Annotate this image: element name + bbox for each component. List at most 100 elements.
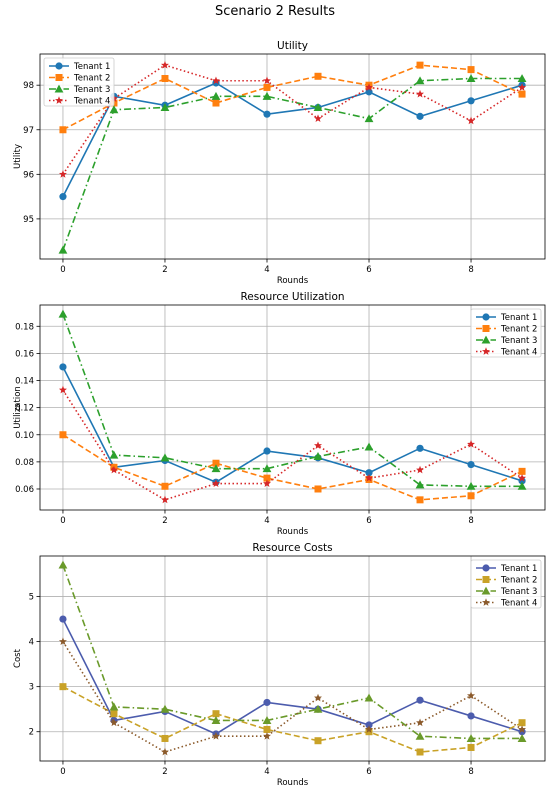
y-axis-label: Utility: [13, 144, 23, 169]
data-point: [467, 712, 475, 720]
data-point: [365, 83, 374, 91]
x-tick-label: 8: [468, 265, 473, 275]
data-point: [109, 450, 119, 459]
panel-3: Resource Costs 0 2 4 6 8 2 3 4 5 Rounds Cost Tenant …: [13, 542, 546, 788]
data-point: [518, 90, 526, 98]
data-point: [211, 716, 221, 724]
series-line: [62, 434, 523, 501]
series-line: [62, 82, 523, 197]
data-point: [364, 442, 374, 451]
x-axis-label: Rounds: [277, 778, 309, 788]
data-point: [212, 459, 220, 467]
series-3: [58, 309, 527, 490]
series-line: [62, 618, 523, 735]
data-point: [59, 683, 67, 691]
panels: Utility 0 2 4 6 8 95 96 97 98 Rounds Utility Tenant …: [13, 40, 546, 788]
legend-box: [470, 559, 542, 609]
data-point: [365, 469, 373, 477]
y-tick-label: 2: [29, 728, 34, 738]
data-point: [110, 710, 118, 718]
series-line: [62, 64, 523, 131]
data-point: [518, 473, 527, 482]
legend-item: Tenant 3: [476, 586, 537, 597]
series-line: [62, 564, 523, 740]
data-point: [416, 496, 424, 504]
y-axis-label: Utilization: [13, 386, 23, 429]
data-point: [365, 728, 373, 736]
y-tick-label: 0.16: [15, 349, 34, 359]
legend-label: Tenant 2: [500, 325, 537, 335]
data-point: [262, 716, 272, 724]
x-axis-label: Rounds: [277, 527, 309, 537]
series-group: [58, 560, 527, 756]
x-tick-label: 6: [366, 516, 371, 526]
data-point: [467, 492, 475, 500]
series-line: [62, 389, 523, 501]
data-point: [263, 110, 271, 118]
data-point: [467, 440, 476, 448]
data-point: [518, 725, 527, 733]
series-2: [59, 683, 526, 756]
legend-marker: [482, 313, 490, 321]
legend-box: [470, 308, 542, 358]
legend-item: Tenant 4: [476, 347, 537, 358]
data-point: [160, 747, 169, 756]
panel-1: Utility 0 2 4 6 8 95 96 97 98 Rounds Utility Tenant …: [13, 40, 546, 286]
data-point: [212, 99, 220, 107]
figure-title: Scenario 2 Results: [215, 4, 335, 19]
data-point: [160, 495, 169, 504]
y-tick-label: 4: [29, 638, 34, 648]
data-point: [161, 482, 169, 490]
plot-frame: [39, 53, 546, 260]
plot-frame: [39, 304, 546, 511]
series-group: [58, 309, 527, 504]
y-tick-label: 0.10: [15, 431, 34, 441]
y-tick-label: 0.06: [15, 485, 34, 495]
data-point: [313, 103, 323, 111]
data-point: [518, 719, 526, 727]
legend-marker: [482, 325, 490, 332]
data-point: [314, 693, 322, 702]
legend-marker: [481, 586, 491, 595]
data-point: [467, 460, 475, 469]
legend-marker: [482, 598, 490, 606]
data-point: [518, 83, 527, 91]
legend-item: Tenant 4: [49, 96, 110, 107]
legend-marker: [55, 62, 63, 70]
legend-item: Tenant 4: [476, 598, 537, 609]
data-point: [416, 465, 425, 474]
data-point: [517, 734, 527, 742]
series-line: [62, 313, 523, 488]
legend-label: Tenant 1: [500, 564, 537, 574]
series-line: [62, 77, 523, 251]
data-point: [416, 718, 425, 727]
data-point: [160, 453, 170, 462]
data-point: [313, 704, 323, 713]
data-point: [416, 89, 425, 98]
x-tick-label: 8: [468, 516, 473, 526]
data-point: [263, 76, 271, 85]
data-point: [365, 473, 374, 482]
series-line: [62, 366, 523, 484]
y-axis-label: Cost: [13, 648, 23, 668]
series-4: [58, 385, 527, 504]
panel-title: Resource Utilization: [240, 291, 344, 303]
data-point: [517, 481, 527, 490]
data-point: [263, 83, 271, 91]
panel-title: Resource Costs: [252, 542, 332, 554]
panel-2: Resource Utilization 0 2 4 6 8 0.06 0.08 0.10 0.1…: [13, 291, 546, 537]
data-point: [160, 704, 170, 713]
y-tick-label: 0.08: [15, 458, 34, 468]
data-point: [467, 116, 476, 125]
data-point: [262, 464, 272, 473]
data-point: [211, 479, 220, 487]
y-tick-label: 0.18: [15, 322, 34, 332]
legend-item: Tenant 1: [476, 313, 537, 323]
series-4: [58, 637, 527, 756]
data-point: [59, 126, 67, 134]
data-point: [211, 91, 221, 100]
legend-marker: [482, 564, 490, 572]
data-point: [59, 431, 67, 439]
series-1: [59, 363, 526, 486]
